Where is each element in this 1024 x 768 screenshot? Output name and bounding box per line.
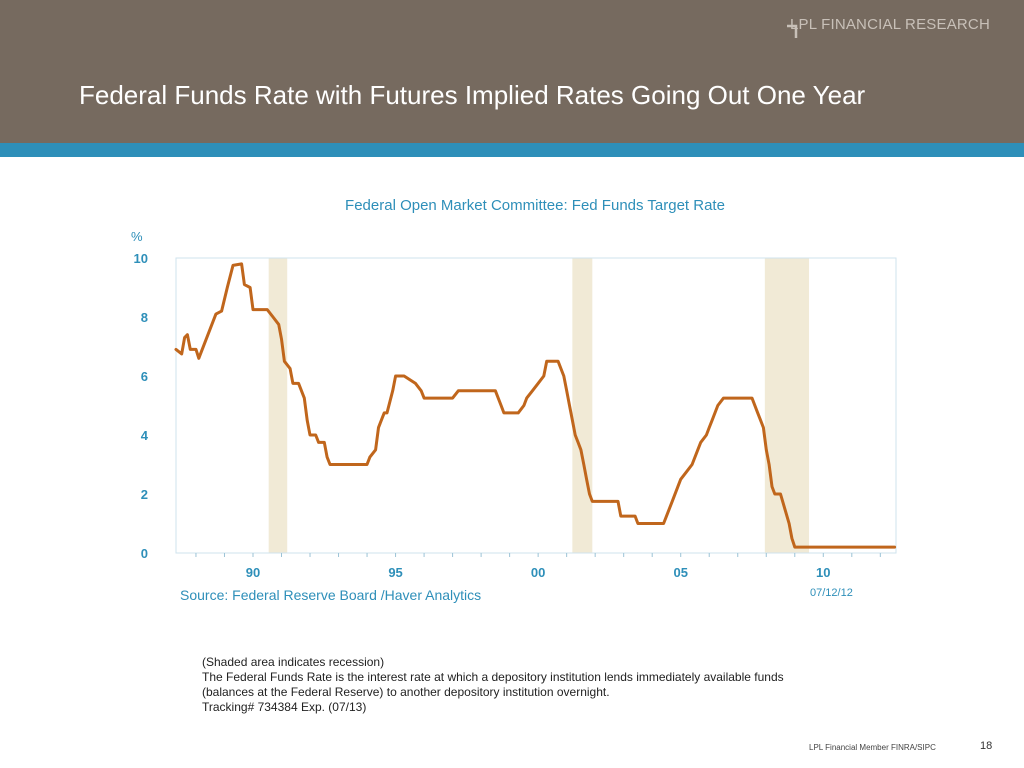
slide-title: Federal Funds Rate with Futures Implied …: [79, 80, 866, 110]
header-bar: [0, 0, 1024, 143]
note-line: (balances at the Federal Reserve) to ano…: [202, 685, 610, 699]
note-line: Tracking# 734384 Exp. (07/13): [202, 700, 367, 714]
recession-band: [268, 258, 288, 553]
x-tick-label: 90: [246, 565, 260, 580]
fed-funds-rate-line: [174, 262, 897, 549]
y-tick-label: 8: [141, 310, 148, 325]
header-stripe: [0, 143, 1024, 157]
note-line: (Shaded area indicates recession): [202, 655, 385, 669]
x-tick-label: 95: [388, 565, 402, 580]
chart-title: Federal Open Market Committee: Fed Funds…: [345, 197, 725, 214]
brand-bracket-icon: [787, 24, 798, 38]
x-tick-label: 00: [531, 565, 545, 580]
y-tick-label: 0: [141, 546, 148, 561]
recession-band: [764, 258, 810, 553]
plot-border: [175, 257, 897, 554]
page-number: 18: [980, 740, 993, 752]
x-tick-label: 05: [673, 565, 687, 580]
x-tick-label: 10: [816, 565, 830, 580]
note-line: The Federal Funds Rate is the interest r…: [202, 670, 784, 684]
chart-date: 07/12/12: [810, 587, 853, 599]
y-tick-label: 2: [141, 487, 148, 502]
brand-label: LPL FINANCIAL RESEARCH: [789, 16, 990, 33]
recession-band: [572, 258, 593, 553]
y-axis-unit: %: [131, 229, 143, 244]
source-note: Source: Federal Reserve Board /Haver Ana…: [180, 587, 482, 603]
y-tick-label: 4: [141, 428, 149, 443]
footer-disclosure: LPL Financial Member FINRA/SIPC: [809, 743, 936, 752]
y-tick-label: 10: [134, 251, 148, 266]
notes-block: (Shaded area indicates recession) The Fe…: [202, 655, 784, 715]
y-tick-label: 6: [141, 369, 148, 384]
